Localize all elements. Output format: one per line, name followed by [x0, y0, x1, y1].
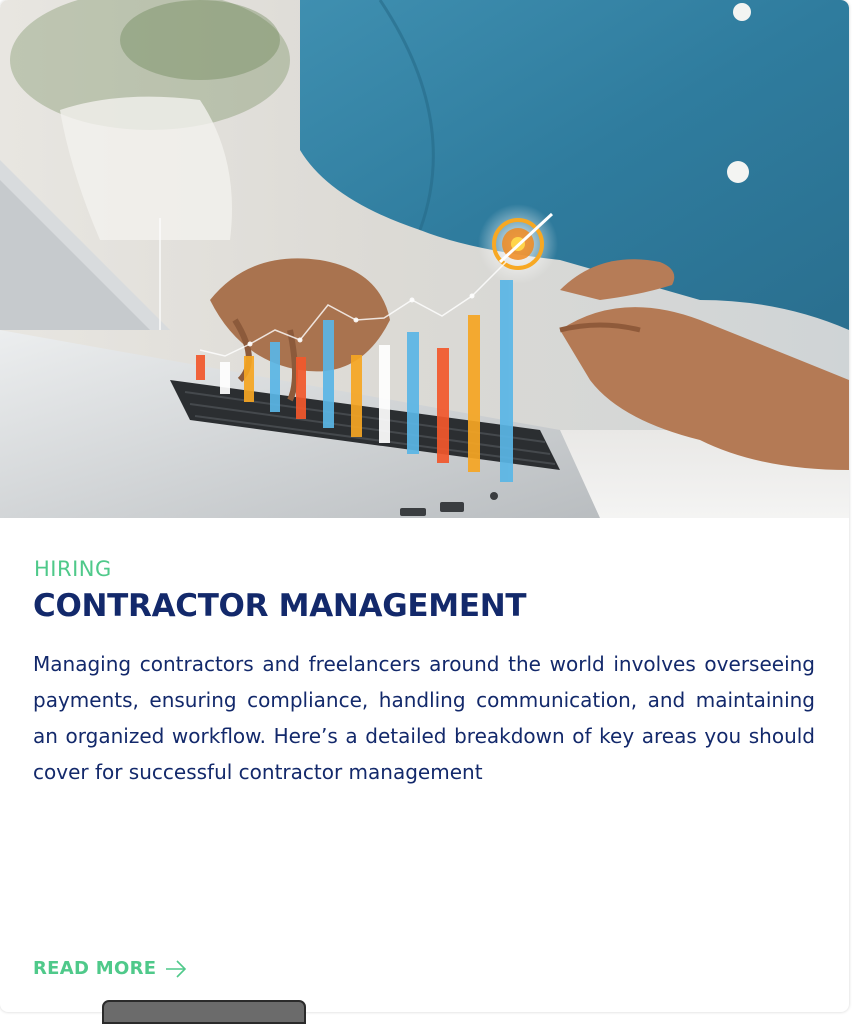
post-excerpt: Managing contractors and freelancers aro… — [33, 652, 815, 784]
post-hero-image[interactable] — [0, 0, 849, 518]
read-more-link[interactable]: READ MORE — [33, 958, 188, 979]
post-category-label[interactable]: HIRING — [34, 557, 112, 581]
post-title[interactable]: CONTRACTOR MANAGEMENT — [33, 588, 527, 624]
read-more-label: READ MORE — [33, 958, 157, 979]
arrow-right-icon — [166, 959, 187, 978]
laptop-analytics-photo — [0, 0, 849, 518]
overlay-tab[interactable] — [102, 1000, 306, 1024]
